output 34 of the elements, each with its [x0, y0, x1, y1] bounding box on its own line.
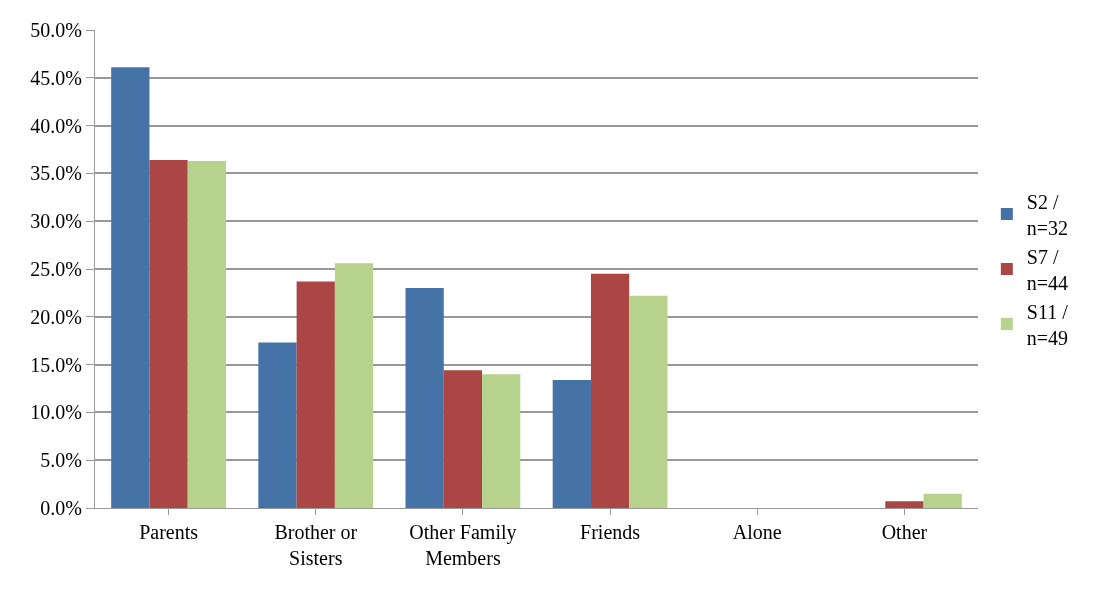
legend-label: S2 / n=32 [1026, 190, 1069, 239]
y-tick-label: 0.0% [40, 497, 82, 519]
x-tick-label: Friends [580, 521, 641, 543]
x-tick-label: Alone [732, 521, 782, 543]
y-tick-label: 40.0% [30, 114, 82, 137]
bar [629, 295, 668, 508]
bar [111, 67, 150, 508]
y-tick-label: 50.0% [30, 19, 82, 41]
bar [923, 493, 962, 508]
bar [443, 370, 483, 508]
bar [149, 160, 188, 508]
x-tick-label: Parents [139, 521, 199, 543]
bar [258, 342, 297, 508]
bar [296, 281, 335, 508]
x-tick-label: Brother or Sisters [274, 521, 358, 569]
y-tick-label: 20.0% [30, 305, 82, 328]
bar [334, 263, 374, 508]
y-tick-label: 45.0% [30, 66, 82, 89]
y-tick-label: 30.0% [30, 210, 82, 233]
y-tick-label: 10.0% [30, 401, 82, 424]
bar [187, 160, 226, 508]
bar [482, 374, 521, 508]
x-tick-label: Other Family Members [409, 521, 517, 569]
y-tick-label: 15.0% [30, 353, 82, 376]
bar [885, 501, 924, 508]
y-tick-label: 35.0% [30, 162, 82, 185]
legend-label: S7 / n=44 [1026, 245, 1069, 294]
bar [552, 379, 591, 508]
y-tick-label: 25.0% [30, 258, 82, 280]
legend-label: S11 / n=49 [1026, 300, 1069, 349]
bar [405, 288, 444, 508]
bar [590, 273, 630, 508]
y-tick-label: 5.0% [40, 449, 82, 472]
x-tick-label: Other [881, 521, 928, 543]
